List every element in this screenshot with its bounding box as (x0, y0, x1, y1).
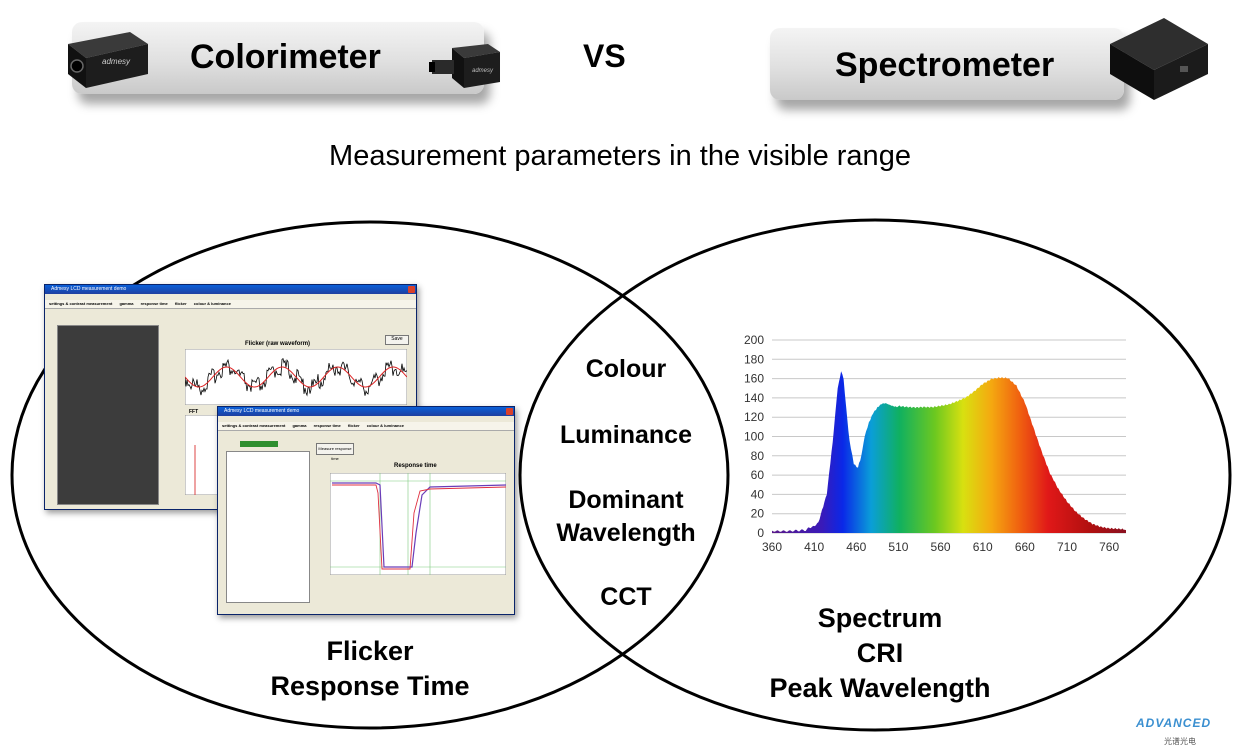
measure-response-button[interactable]: Measure response time (316, 443, 354, 461)
progress-bar (240, 441, 278, 447)
subtitle: Measurement parameters in the visible ra… (329, 140, 911, 172)
flicker-window: Admesy LCD measurement demo settings & c… (44, 284, 417, 510)
spectrometer-item-cri: CRI (856, 638, 904, 668)
y-tick-label: 180 (744, 352, 764, 366)
tab-colour-luminance[interactable]: colour & luminance (193, 301, 231, 306)
response-window-tabs: settings & contrast measurement gamma re… (218, 422, 514, 431)
x-tick-label: 360 (762, 540, 782, 554)
close-icon[interactable] (506, 408, 513, 415)
intersection-item-colour: Colour (585, 355, 667, 383)
spectrometer-device-icon (1110, 18, 1208, 100)
y-tick-label: 120 (744, 410, 764, 424)
spectrometer-banner (770, 28, 1124, 100)
x-tick-label: 710 (1057, 540, 1077, 554)
x-tick-label: 610 (973, 540, 993, 554)
intersection-item-luminance: Luminance (560, 421, 692, 449)
company-logo: ADVANCED (1136, 716, 1212, 730)
spectrometer-item-peak-wavelength: Peak Wavelength (769, 673, 991, 703)
x-tick-label: 510 (888, 540, 908, 554)
tab-flicker[interactable]: flicker (174, 301, 187, 306)
x-tick-label: 760 (1099, 540, 1119, 554)
flicker-plot-title: Flicker (raw waveform) (245, 341, 311, 347)
y-tick-label: 200 (744, 333, 764, 347)
x-tick-label: 660 (1015, 540, 1035, 554)
y-tick-label: 100 (744, 430, 764, 444)
spectrometer-only-list: Spectrum CRI Peak Wavelength (730, 601, 1030, 706)
intersection-item-dominant-wavelength: Dominant Wavelength (556, 486, 696, 547)
x-tick-label: 410 (804, 540, 824, 554)
tab-settings[interactable]: settings & contrast measurement (49, 301, 113, 306)
response-time-plot (330, 473, 506, 575)
spectrometer-item-spectrum: Spectrum (817, 603, 943, 633)
svg-text:admesy: admesy (472, 68, 494, 74)
company-logo-subtitle: 光谱光电 (1164, 737, 1196, 746)
y-tick-label: 80 (751, 449, 765, 463)
response-file-list (226, 451, 310, 603)
x-tick-label: 560 (931, 540, 951, 554)
tab-flicker[interactable]: flicker (347, 423, 360, 428)
tab-colour-luminance[interactable]: colour & luminance (366, 423, 404, 428)
intersection-item-cct: CCT (600, 583, 652, 611)
tab-gamma[interactable]: gamma (119, 301, 134, 306)
colorimeter-device-left-icon: admesy (68, 32, 148, 88)
response-window: Admesy LCD measurement demo settings & c… (217, 406, 515, 615)
x-tick-label: 460 (846, 540, 866, 554)
y-tick-label: 140 (744, 391, 764, 405)
colorimeter-only-list: Flicker Response Time (220, 634, 520, 704)
vs-label: VS (583, 38, 626, 74)
file-list-panel (57, 325, 159, 505)
colorimeter-item-response-time: Response Time (270, 671, 470, 701)
tab-gamma[interactable]: gamma (292, 423, 307, 428)
colorimeter-circle (10, 220, 730, 730)
colorimeter-item-flicker: Flicker (326, 636, 414, 666)
y-tick-label: 0 (757, 526, 764, 540)
flicker-save-button[interactable]: Save (385, 335, 409, 345)
response-window-title: Admesy LCD measurement demo (218, 407, 514, 416)
flicker-window-tabs: settings & contrast measurement gamma re… (45, 300, 416, 309)
spectrum-chart: 0 20 40 60 80 100 120 140 160 180 200 360 410 460 510… (744, 333, 1126, 554)
spectrum-area (772, 371, 1126, 533)
flicker-window-title: Admesy LCD measurement demo (45, 285, 416, 294)
flicker-waveform-plot (185, 349, 407, 405)
colorimeter-device-right-icon: admesy (429, 44, 500, 88)
fft-label: FFT (189, 409, 199, 415)
response-plot-title: Response time (394, 463, 437, 469)
y-tick-label: 40 (751, 487, 765, 501)
colorimeter-label: Colorimeter (190, 38, 381, 76)
tab-response-time[interactable]: response time (313, 423, 341, 428)
spectrometer-label: Spectrometer (835, 46, 1055, 84)
tab-settings[interactable]: settings & contrast measurement (222, 423, 286, 428)
close-icon[interactable] (408, 286, 415, 293)
y-tick-label: 160 (744, 372, 764, 386)
y-tick-label: 20 (751, 507, 765, 521)
y-tick-label: 60 (751, 468, 765, 482)
svg-text:admesy: admesy (102, 57, 131, 66)
spectrometer-circle (518, 218, 1232, 732)
fft-plot (185, 415, 219, 495)
tab-response-time[interactable]: response time (140, 301, 168, 306)
